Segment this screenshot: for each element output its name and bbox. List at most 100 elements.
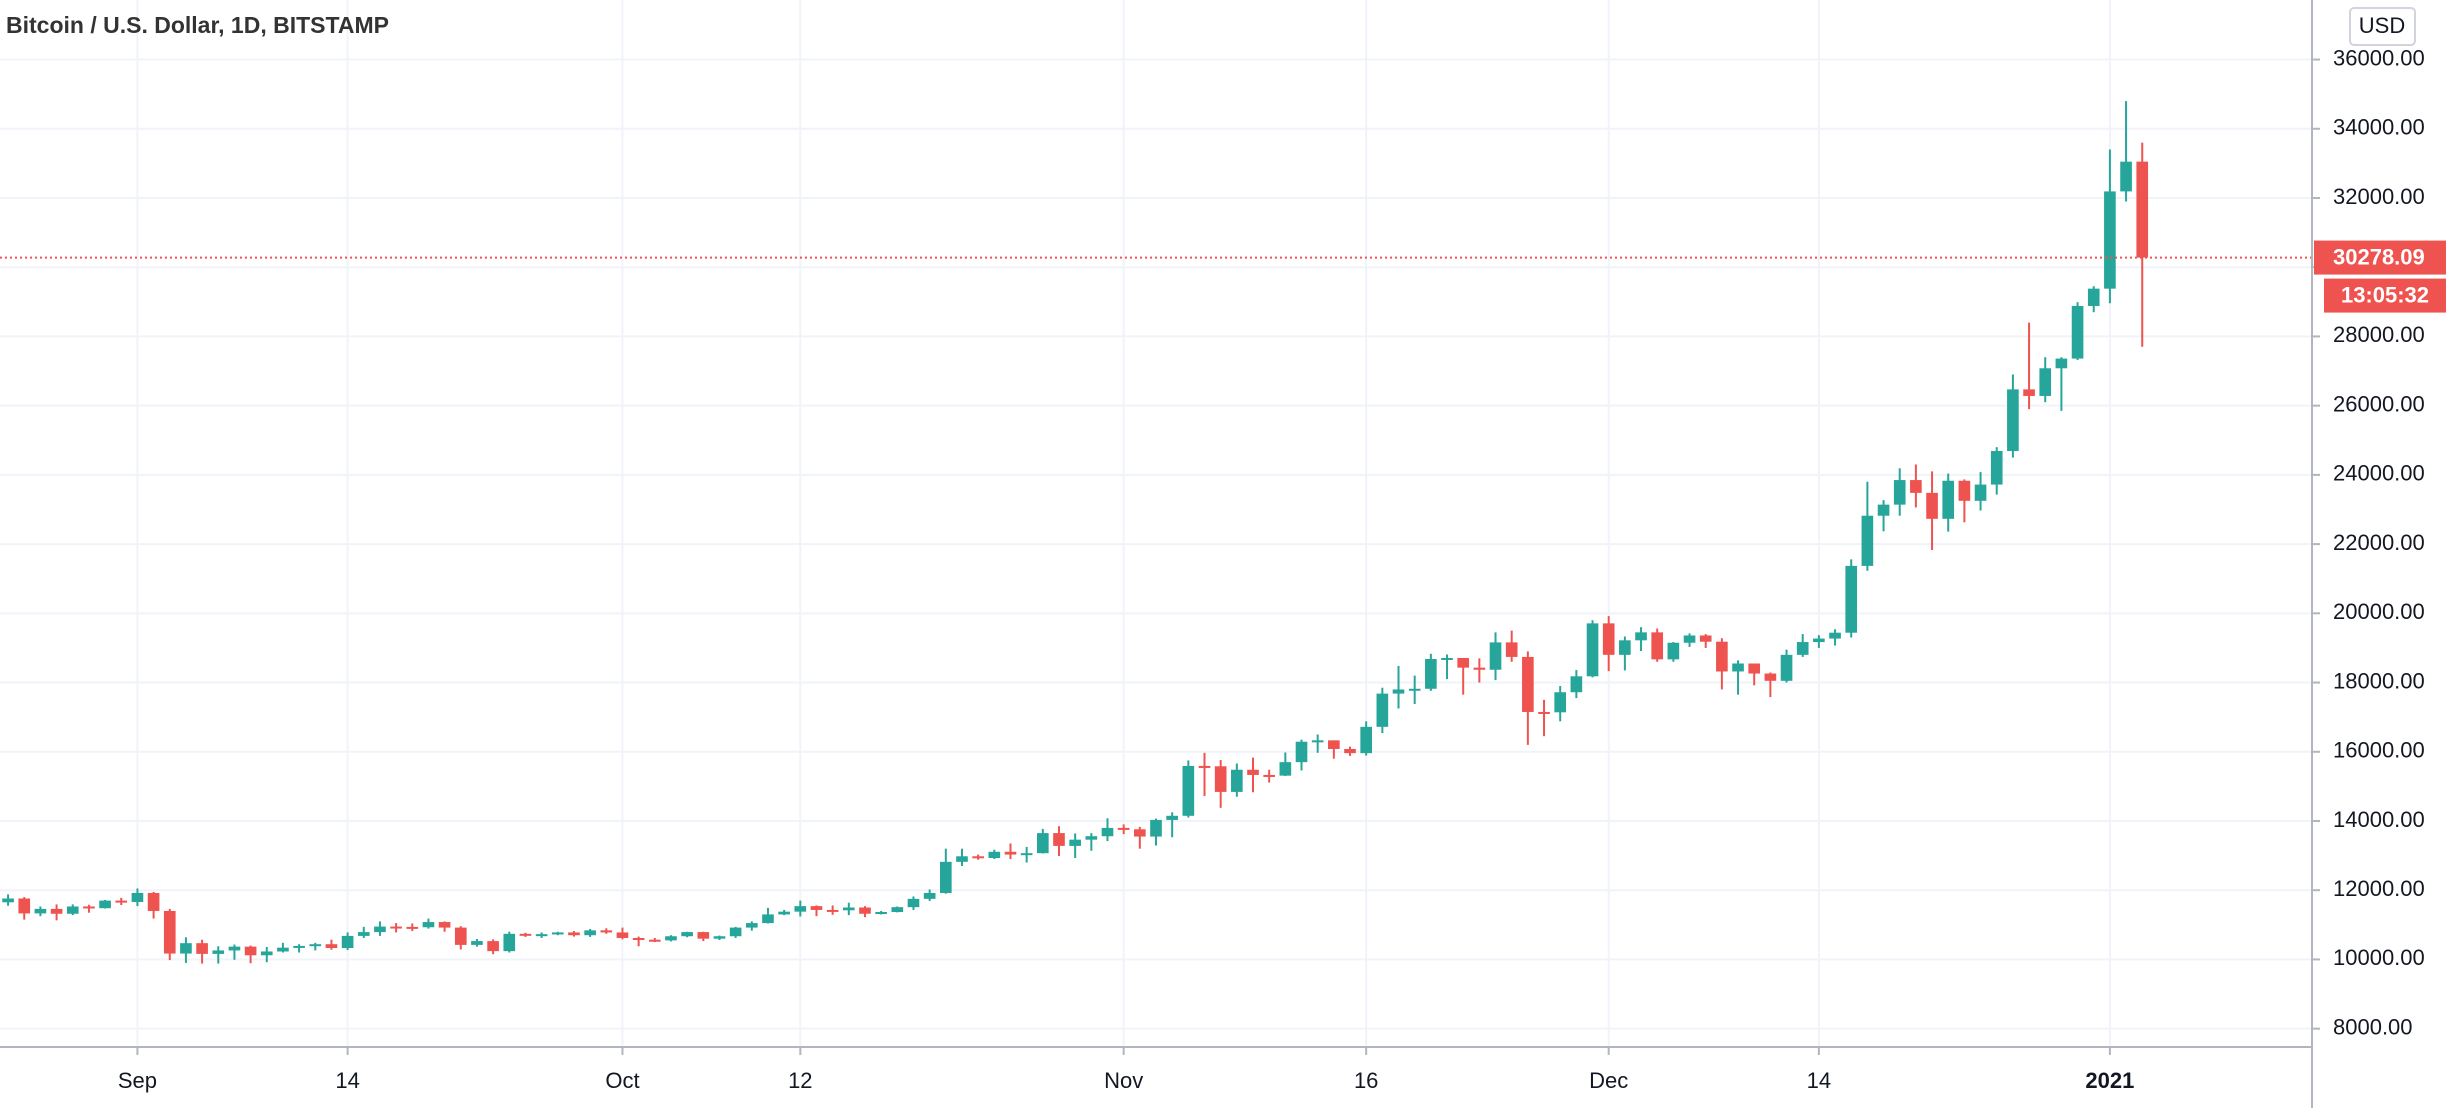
candle-body	[1522, 656, 1534, 712]
candle-body	[907, 898, 920, 908]
candle-body	[988, 851, 1001, 859]
candle-body	[66, 906, 79, 914]
currency-label[interactable]: USD	[2359, 13, 2405, 38]
candle-body	[665, 936, 677, 941]
candle-body	[1861, 515, 1874, 566]
candle-body	[745, 923, 758, 928]
candle-body	[1538, 711, 1550, 714]
candle-body	[956, 856, 968, 862]
candle-body	[212, 950, 225, 954]
candle-body	[551, 932, 564, 935]
candle-body	[1150, 819, 1162, 837]
candle-body	[648, 939, 661, 942]
candle-body	[2007, 389, 2019, 451]
candle-body	[972, 856, 984, 859]
candle-body	[859, 907, 871, 914]
candle-body	[681, 932, 693, 937]
countdown-label: 13:05:32	[2341, 282, 2429, 307]
candle-body	[1376, 693, 1389, 727]
candles	[0, 101, 2312, 964]
candle-body	[1263, 774, 1275, 777]
candle-body	[1328, 740, 1340, 749]
x-tick-label: Dec	[1589, 1068, 1628, 1093]
candle-body	[374, 926, 386, 933]
candle-body	[1780, 654, 1793, 681]
candle-body	[2039, 368, 2052, 396]
candle-body	[1942, 480, 1955, 519]
candle-body	[1053, 833, 1065, 846]
last-price-label: 30278.09	[2333, 244, 2425, 269]
candle-body	[422, 922, 435, 928]
candle-body	[1085, 836, 1098, 840]
y-tick-label: 28000.00	[2333, 322, 2425, 347]
candle-body	[83, 906, 95, 909]
axes: 8000.00 10000.00 12000.00 14000.00 16000.00 1…	[118, 45, 2446, 1093]
candle-body	[1117, 827, 1130, 830]
candle-body	[1344, 748, 1356, 754]
candle-body	[1037, 833, 1049, 854]
candle-body	[454, 927, 467, 945]
candle-body	[1134, 829, 1146, 837]
candle-body	[810, 906, 823, 910]
candle-body	[503, 933, 516, 952]
candle-body	[762, 914, 774, 924]
candle-body	[519, 933, 532, 936]
x-tick-label: Nov	[1104, 1068, 1143, 1093]
candle-body	[1020, 853, 1033, 856]
candle-body	[2136, 161, 2149, 258]
currency-button[interactable]	[2349, 7, 2416, 46]
candle-body	[1198, 765, 1211, 768]
candle-body	[729, 927, 742, 937]
y-tick-label: 24000.00	[2333, 461, 2425, 486]
y-tick-label: 18000.00	[2333, 668, 2425, 693]
candle-body	[309, 944, 322, 947]
candle-body	[277, 947, 289, 952]
x-tick-label: 14	[335, 1068, 359, 1093]
candle-body	[713, 936, 726, 939]
candle-body	[147, 892, 160, 911]
x-tick-label: 16	[1354, 1068, 1378, 1093]
candle-body	[1441, 657, 1453, 660]
y-tick-label: 22000.00	[2333, 530, 2425, 555]
candle-body	[1473, 667, 1486, 670]
candle-body	[50, 908, 63, 914]
x-tick-label: 14	[1807, 1068, 1831, 1093]
candle-body	[1408, 688, 1421, 691]
grid	[0, 0, 2312, 1047]
candle-body	[1295, 741, 1308, 763]
candle-body	[1845, 565, 1858, 633]
candle-body	[1069, 839, 1081, 846]
y-tick-label: 16000.00	[2333, 738, 2425, 763]
y-tick-label: 10000.00	[2333, 945, 2425, 970]
candle-body	[794, 906, 807, 912]
candle-body	[1247, 769, 1259, 775]
candle-body	[2104, 191, 2116, 289]
candle-body	[2055, 358, 2068, 369]
candle-body	[325, 944, 338, 949]
candle-body	[18, 898, 31, 914]
candle-body	[1796, 642, 1809, 655]
candle-body	[131, 892, 144, 902]
x-tick-label: Sep	[118, 1068, 157, 1093]
candle-body	[1231, 769, 1243, 792]
y-tick-label: 36000.00	[2333, 45, 2425, 70]
candle-body	[180, 943, 192, 954]
candle-body	[163, 910, 176, 954]
candle-body	[2, 898, 14, 903]
candle-body	[2071, 305, 2084, 359]
candle-body	[1764, 673, 1777, 681]
candle-body	[1392, 689, 1405, 694]
candle-body	[438, 922, 451, 928]
candle-body	[1489, 642, 1502, 670]
candle-body	[1425, 659, 1437, 689]
candle-body	[535, 934, 548, 937]
candle-body	[1182, 765, 1195, 816]
candle-body	[357, 932, 370, 936]
y-tick-label: 20000.00	[2333, 599, 2425, 624]
x-tick-label: Oct	[605, 1068, 639, 1093]
candle-body	[1716, 641, 1728, 672]
candle-body	[1990, 450, 2003, 485]
candle-body	[842, 907, 855, 911]
candle-body	[1279, 762, 1292, 776]
candle-body	[1214, 766, 1227, 792]
